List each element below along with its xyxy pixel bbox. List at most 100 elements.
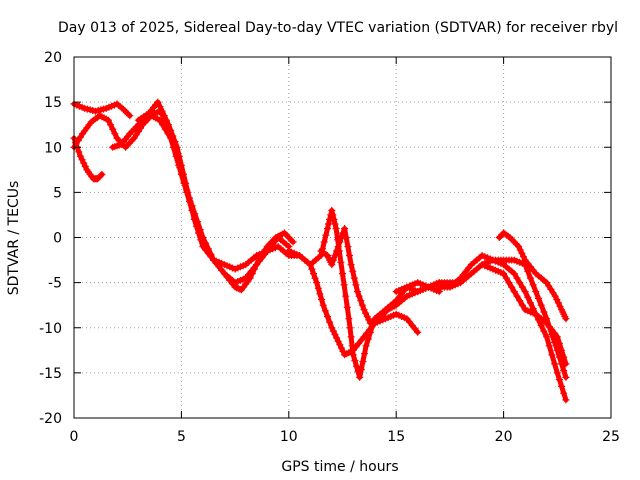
- x-tick-label: 10: [280, 429, 298, 445]
- data-point-marker: [350, 274, 358, 282]
- data-point-marker: [159, 121, 167, 129]
- data-point-marker: [329, 211, 337, 219]
- data-point-marker: [183, 186, 191, 194]
- x-axis-label: GPS time / hours: [281, 459, 398, 475]
- data-point-marker: [104, 116, 112, 124]
- x-tick-label: 0: [70, 429, 79, 445]
- data-point-marker: [347, 261, 355, 269]
- data-point-marker: [357, 297, 365, 305]
- data-point-marker: [322, 231, 330, 239]
- data-point-marker: [540, 308, 548, 316]
- y-tick-label: 5: [53, 185, 62, 201]
- data-point-marker: [558, 346, 566, 354]
- data-point-marker: [231, 283, 239, 291]
- data-point-marker: [344, 243, 352, 250]
- data-point-marker: [357, 366, 365, 373]
- data-point-marker: [560, 367, 568, 375]
- data-point-marker: [196, 226, 204, 234]
- data-point-marker: [156, 116, 164, 124]
- axis-ticks: 0 5 10 15 20 25 -20 -15 -10 -5 0 5 10 15 20: [39, 50, 620, 445]
- data-point-marker: [543, 333, 551, 341]
- data-point-marker: [342, 234, 350, 241]
- y-tick-label: -15: [39, 366, 62, 382]
- data-point-marker: [75, 148, 83, 156]
- data-point-marker: [158, 107, 166, 115]
- data-point-marker: [555, 376, 563, 384]
- data-point-marker: [527, 274, 534, 282]
- data-point-marker: [527, 299, 534, 307]
- data-point-marker: [516, 297, 524, 305]
- data-point-marker: [346, 252, 353, 259]
- data-point-marker: [339, 229, 347, 237]
- data-point-marker: [562, 396, 570, 404]
- chart-title: Day 013 of 2025, Sidereal Day-to-day VTE…: [58, 20, 618, 36]
- data-point-marker: [363, 313, 371, 320]
- x-tick-label: 25: [602, 429, 620, 445]
- data-point-marker: [339, 347, 347, 355]
- data-point-marker: [560, 389, 568, 397]
- data-point-marker: [97, 172, 105, 179]
- data-point-marker: [562, 360, 570, 368]
- data-point-marker: [553, 333, 561, 341]
- data-point-marker: [188, 202, 196, 210]
- data-point-marker: [502, 274, 510, 282]
- series-satellite-track-6: [156, 116, 297, 294]
- data-point-marker: [334, 337, 342, 345]
- data-point-marker: [202, 239, 210, 247]
- data-point-marker: [508, 283, 516, 291]
- data-point-marker: [199, 234, 207, 241]
- data-point-marker: [341, 225, 349, 232]
- data-point-marker: [76, 152, 84, 160]
- data-point-marker: [204, 245, 212, 253]
- data-point-marker: [500, 270, 508, 278]
- data-point-marker: [504, 232, 512, 240]
- data-point-marker: [359, 358, 367, 366]
- data-point-marker: [111, 130, 119, 138]
- data-point-marker: [518, 249, 526, 257]
- data-point-marker: [553, 369, 561, 377]
- data-point-marker: [340, 281, 348, 289]
- data-point-marker: [529, 281, 537, 289]
- data-point-marker: [191, 210, 199, 218]
- data-point-marker: [123, 109, 131, 116]
- data-point-marker: [365, 316, 373, 324]
- data-point-marker: [177, 170, 185, 178]
- data-point-marker: [311, 274, 319, 282]
- data-point-marker: [535, 294, 542, 302]
- data-point-marker: [319, 301, 327, 309]
- y-tick-label: -10: [39, 321, 62, 337]
- data-point-marker: [331, 220, 339, 228]
- y-tick-label: 15: [44, 95, 62, 111]
- data-point-marker: [345, 315, 353, 323]
- data-point-marker: [98, 170, 106, 178]
- y-tick-label: 0: [53, 231, 62, 247]
- y-tick-label: -5: [48, 276, 62, 292]
- data-point-marker: [329, 327, 337, 335]
- data-point-marker: [167, 134, 175, 142]
- data-point-marker: [343, 303, 351, 311]
- data-point-marker: [351, 357, 359, 364]
- data-point-marker: [329, 256, 337, 264]
- data-point-marker: [362, 309, 370, 317]
- data-point-marker: [314, 284, 322, 292]
- data-point-marker: [328, 324, 336, 332]
- data-point-marker: [154, 98, 162, 106]
- y-axis-label: SDTVAR / TECUs: [6, 181, 22, 296]
- data-point-marker: [548, 351, 556, 359]
- data-point-marker: [515, 243, 523, 250]
- series-satellite-track-12: [495, 229, 570, 323]
- x-tick-label: 5: [177, 429, 186, 445]
- data-point-marker: [121, 107, 129, 115]
- data-point-marker: [175, 161, 183, 169]
- data-point-marker: [336, 238, 344, 246]
- data-point-marker: [194, 218, 201, 226]
- data-point-marker: [328, 261, 336, 269]
- data-point-marker: [306, 261, 314, 269]
- data-point-marker: [331, 252, 339, 259]
- data-point-marker: [364, 335, 372, 343]
- data-point-marker: [328, 206, 336, 214]
- data-point-marker: [337, 344, 345, 352]
- data-point-marker: [337, 258, 345, 266]
- y-tick-label: -20: [39, 411, 62, 427]
